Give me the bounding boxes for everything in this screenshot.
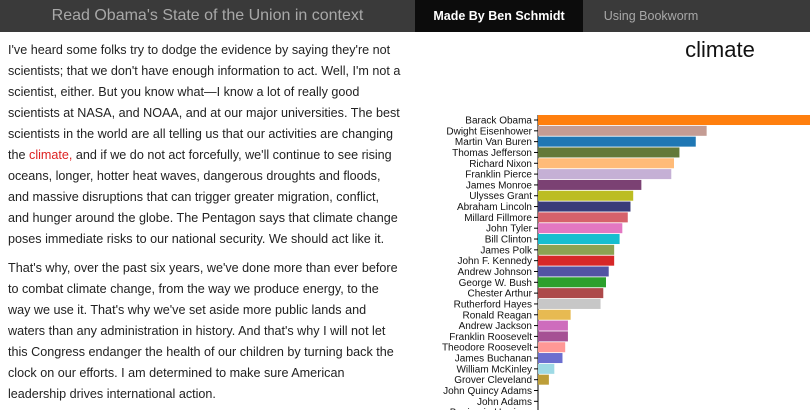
bar-bill-clinton[interactable] (538, 234, 620, 245)
bar-andrew-johnson[interactable] (538, 266, 609, 277)
y-tick-label[interactable]: Thomas Jefferson (452, 148, 532, 159)
paragraph-1-start: I've heard some folks try to dodge the e… (8, 43, 401, 162)
bar-ronald-reagan[interactable] (538, 309, 571, 320)
top-navbar: Read Obama's State of the Union in conte… (0, 0, 810, 32)
y-tick-label[interactable]: Martin Van Buren (455, 137, 532, 148)
y-tick-label[interactable]: John Adams (477, 397, 532, 408)
y-tick-label[interactable]: Ronald Reagan (463, 310, 533, 321)
y-tick-label[interactable]: Barack Obama (465, 116, 532, 127)
bar-millard-fillmore[interactable] (538, 212, 628, 223)
bar-ulysses-grant[interactable] (538, 190, 634, 201)
y-tick-label[interactable]: Andrew Johnson (458, 267, 533, 278)
bar-james-monroe[interactable] (538, 179, 642, 190)
bar-barack-obama[interactable] (538, 115, 810, 125)
y-tick-label[interactable]: John Tyler (486, 224, 533, 235)
chart-title: climate (685, 37, 755, 62)
y-tick-label[interactable]: Dwight Eisenhower (446, 126, 532, 137)
brand-link[interactable]: Read Obama's State of the Union in conte… (51, 7, 364, 24)
bar-john-tyler[interactable] (538, 223, 623, 234)
y-tick-label[interactable]: Abraham Lincoln (457, 202, 532, 213)
y-tick-label[interactable]: Bill Clinton (485, 235, 532, 246)
y-tick-label[interactable]: Richard Nixon (469, 159, 532, 170)
bar-james-polk[interactable] (538, 244, 615, 255)
bar-martin-van-buren[interactable] (538, 136, 696, 147)
speech-text: I've heard some folks try to dodge the e… (8, 40, 403, 413)
y-tick-label[interactable]: Chester Arthur (468, 289, 533, 300)
paragraph-1-end: and if we do not act forcefully, we'll c… (8, 148, 398, 246)
y-tick-label[interactable]: Benjamin Harrison (450, 408, 532, 410)
y-tick-label[interactable]: Theodore Roosevelt (442, 343, 532, 354)
y-tick-label[interactable]: James Monroe (466, 180, 533, 191)
y-tick-label[interactable]: George W. Bush (459, 278, 532, 289)
y-tick-label[interactable]: John Quincy Adams (443, 386, 532, 397)
bar-george-w-bush[interactable] (538, 277, 606, 288)
y-tick-label[interactable]: Franklin Pierce (465, 170, 532, 181)
bar-rutherford-hayes[interactable] (538, 298, 601, 309)
y-tick-label[interactable]: James Buchanan (455, 354, 532, 365)
paragraph-1: I've heard some folks try to dodge the e… (8, 40, 403, 250)
nav-made-by-tab[interactable]: Made By Ben Schmidt (415, 0, 583, 32)
y-tick-label[interactable]: James Polk (480, 245, 533, 256)
highlighted-term[interactable]: climate, (29, 148, 73, 162)
y-tick-label[interactable]: William McKinley (456, 364, 532, 375)
bar-john-f-kennedy[interactable] (538, 255, 615, 266)
bar-grover-cleveland[interactable] (538, 374, 549, 385)
y-tick-label[interactable]: Millard Fillmore (464, 213, 532, 224)
bar-james-buchanan[interactable] (538, 353, 563, 364)
bar-andrew-jackson[interactable] (538, 320, 568, 331)
bar-thomas-jefferson[interactable] (538, 147, 680, 158)
bar-chester-arthur[interactable] (538, 288, 604, 299)
bar-abraham-lincoln[interactable] (538, 201, 631, 212)
y-tick-label[interactable]: Franklin Roosevelt (449, 332, 532, 343)
y-tick-label[interactable]: Ulysses Grant (469, 191, 532, 202)
y-tick-label[interactable]: Andrew Jackson (459, 321, 532, 332)
paragraph-2: That's why, over the past six years, we'… (8, 261, 398, 401)
bar-franklin-roosevelt[interactable] (538, 331, 568, 342)
y-tick-label[interactable]: Grover Cleveland (454, 375, 532, 386)
bar-richard-nixon[interactable] (538, 158, 674, 169)
nav-using-bookworm-link[interactable]: Using Bookworm (603, 9, 699, 23)
bar-franklin-pierce[interactable] (538, 169, 672, 180)
bar-dwight-eisenhower[interactable] (538, 125, 707, 136)
bar-william-mckinley[interactable] (538, 363, 555, 374)
y-tick-label[interactable]: Rutherford Hayes (454, 299, 532, 310)
y-tick-label[interactable]: John F. Kennedy (458, 256, 533, 267)
bar-theodore-roosevelt[interactable] (538, 342, 566, 353)
